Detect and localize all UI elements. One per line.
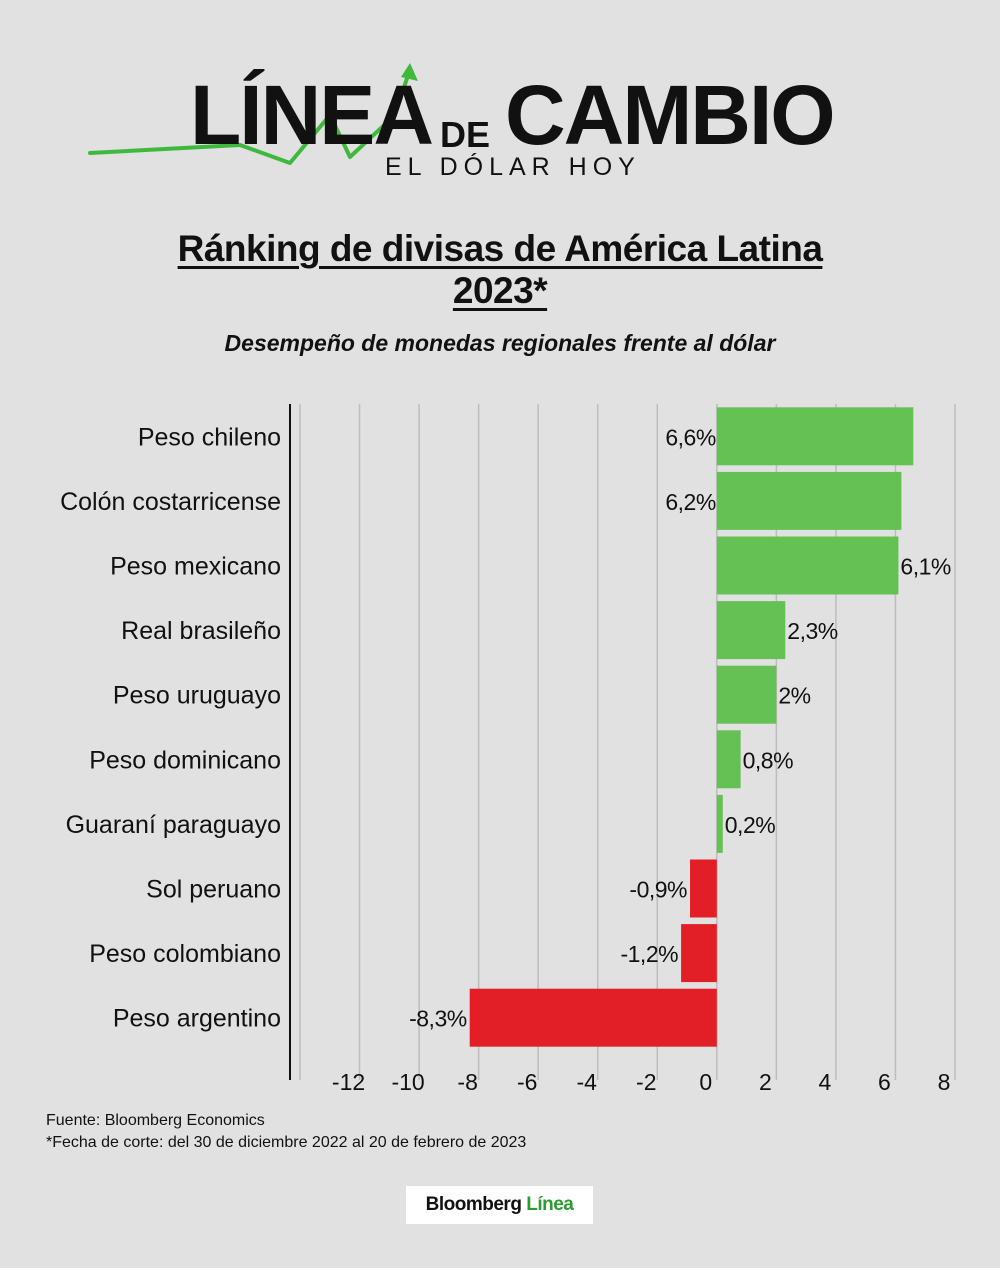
category-labels: Peso chileno Colón costarricense Peso mexi… xyxy=(60,423,281,1032)
bar xyxy=(716,407,914,466)
logo-word-de: DE xyxy=(440,114,491,155)
bar xyxy=(681,924,717,983)
category-label: Peso dominicano xyxy=(89,746,281,774)
x-tick-label: -12 xyxy=(332,1069,365,1095)
bar xyxy=(716,536,899,595)
bar xyxy=(469,988,717,1047)
x-tick-labels: -12 -10 -8 -6 -4 -2 0 2 4 6 8 xyxy=(332,1069,950,1095)
brand-name-linea: Línea xyxy=(526,1194,574,1215)
bar xyxy=(716,665,777,724)
category-label: Sol peruano xyxy=(146,876,281,904)
category-label: Peso colombiano xyxy=(89,940,281,968)
bar xyxy=(716,601,786,660)
value-label: 2% xyxy=(778,683,810,709)
logo-trend-line-icon xyxy=(88,63,418,165)
value-label: 2,3% xyxy=(787,618,837,644)
category-label: Peso chileno xyxy=(138,423,281,451)
logo-tagline: EL DÓLAR HOY xyxy=(385,153,641,181)
logo: LÍNEA DE CAMBIO EL DÓLAR HOY xyxy=(0,55,1000,185)
value-label: -0,9% xyxy=(629,877,687,903)
x-tick-label: -10 xyxy=(391,1069,424,1095)
x-tick-label: 4 xyxy=(819,1069,832,1095)
brand-name-bloomberg: Bloomberg xyxy=(425,1194,522,1215)
value-label: 6,6% xyxy=(665,424,715,450)
value-labels: 6,6% 6,2% 6,1% 2,3% 2% 0,8% 0,2% -0,9% -1,2% -8,3… xyxy=(409,424,951,1031)
date-note: *Fecha de corte: del 30 de diciembre 202… xyxy=(46,1134,527,1151)
value-label: -8,3% xyxy=(409,1006,467,1032)
x-tick-label: 8 xyxy=(938,1069,951,1095)
bars xyxy=(469,407,914,1047)
bar xyxy=(690,859,717,918)
category-label: Peso uruguayo xyxy=(113,682,281,710)
x-tick-label: -6 xyxy=(517,1069,537,1095)
value-label: 0,2% xyxy=(725,812,775,838)
value-label: 6,2% xyxy=(665,489,715,515)
category-label: Real brasileño xyxy=(121,617,281,645)
category-label: Guaraní paraguayo xyxy=(66,811,281,839)
bar-chart: Peso chileno Colón costarricense Peso mexi… xyxy=(60,404,956,1095)
logo-word-linea: LÍNEA xyxy=(190,68,434,162)
x-tick-label: 0 xyxy=(699,1069,712,1095)
bar xyxy=(716,471,902,530)
chart-subtitle: Desempeño de monedas regionales frente a… xyxy=(224,330,776,356)
x-tick-label: -2 xyxy=(636,1069,656,1095)
bar xyxy=(716,794,723,853)
source-note: Fuente: Bloomberg Economics xyxy=(46,1112,265,1129)
logo-word-cambio: CAMBIO xyxy=(505,68,836,162)
category-label: Colón costarricense xyxy=(60,488,281,516)
value-label: 6,1% xyxy=(900,554,950,580)
category-label: Peso mexicano xyxy=(110,553,281,581)
x-tick-label: -8 xyxy=(457,1069,477,1095)
x-tick-label: -4 xyxy=(577,1069,598,1095)
bar xyxy=(716,730,741,789)
x-tick-label: 6 xyxy=(878,1069,891,1095)
x-tick-label: 2 xyxy=(759,1069,772,1095)
value-label: 0,8% xyxy=(743,747,793,773)
value-label: -1,2% xyxy=(620,941,678,967)
chart-title: Ránking de divisas de América Latina 202… xyxy=(177,228,823,311)
category-label: Peso argentino xyxy=(113,1005,281,1033)
brand-logo: Bloomberg Línea xyxy=(406,1186,593,1224)
